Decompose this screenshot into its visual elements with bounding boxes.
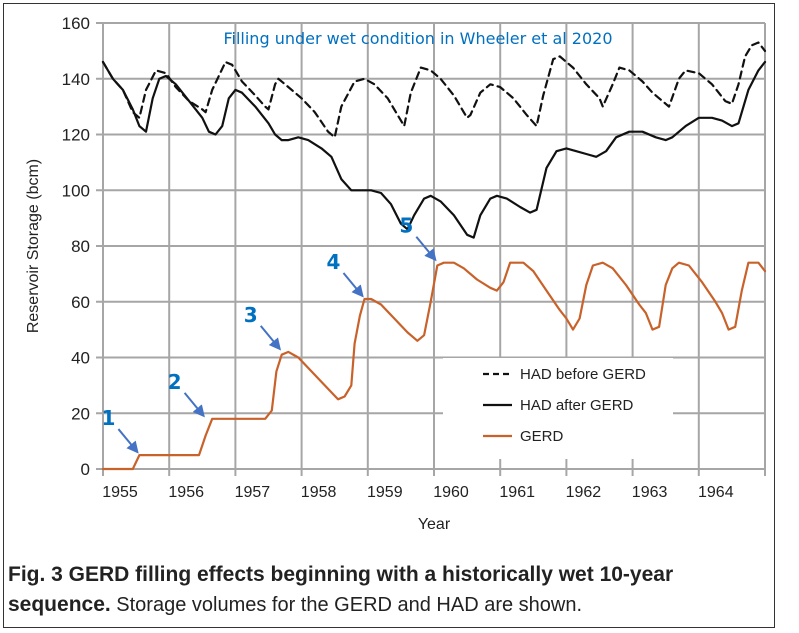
- annotation-arrow-5: [415, 236, 437, 262]
- y-tick-label: 160: [62, 14, 90, 33]
- annotation-label-1: 1: [101, 406, 115, 430]
- x-tick-label: 1955: [102, 484, 138, 501]
- annotation-label-4: 4: [327, 250, 341, 274]
- caption-bold-line1: Fig. 3 GERD filling effects beginning wi…: [8, 563, 674, 586]
- legend-label: HAD before GERD: [520, 366, 646, 383]
- legend-label: HAD after GERD: [520, 397, 634, 414]
- y-tick-label: 120: [62, 126, 90, 145]
- x-tick-label: 1958: [301, 484, 337, 501]
- annotation-arrow-3: [259, 325, 282, 351]
- annotation-arrow-4: [342, 272, 364, 298]
- y-tick-label: 20: [71, 404, 90, 423]
- x-tick-label: 1963: [632, 484, 668, 501]
- series-line-had-after-gerd: [101, 60, 767, 239]
- annotation-label-5: 5: [399, 214, 413, 238]
- y-tick-label: 100: [62, 181, 90, 200]
- x-tick-label: 1957: [235, 484, 271, 501]
- series-lines: [101, 41, 767, 471]
- chart-title: Filling under wet condition in Wheeler e…: [223, 29, 612, 48]
- y-tick-label: 60: [71, 293, 90, 312]
- y-axis-label: Reservoir Storage (bcm): [25, 159, 42, 333]
- y-tick-label: 140: [62, 70, 90, 89]
- x-axis-ticks: 1955 1956 1957 1958 1959 1960 1961 1962 1963 1964: [102, 484, 733, 501]
- x-tick-label: 1956: [168, 484, 204, 501]
- annotation-label-3: 3: [244, 303, 258, 327]
- annotation-label-2: 2: [168, 370, 182, 394]
- y-axis-ticks: 0 20 40 60 80 100 120 140 160: [62, 14, 90, 479]
- y-tick-label: 80: [71, 237, 90, 256]
- figure-caption: Fig. 3 GERD filling effects beginning wi…: [8, 560, 768, 620]
- series-line-gerd: [101, 261, 767, 471]
- x-tick-label: 1959: [367, 484, 403, 501]
- series-line-had-before-gerd: [101, 41, 767, 139]
- legend: HAD before GERD HAD after GERD GERD: [483, 366, 646, 445]
- x-tick-label: 1964: [698, 484, 734, 501]
- annotation-arrow-1: [117, 428, 139, 454]
- grid-lines: [96, 22, 766, 476]
- x-tick-label: 1960: [433, 484, 469, 501]
- caption-bold-line2: sequence.: [8, 593, 111, 616]
- y-tick-label: 40: [71, 349, 90, 368]
- legend-background: [443, 358, 673, 459]
- filling-stage-annotations: 1 2 3 4 5: [101, 214, 437, 454]
- x-tick-label: 1962: [566, 484, 602, 501]
- annotation-arrow-2: [183, 392, 205, 418]
- legend-label: GERD: [520, 428, 564, 445]
- y-tick-label: 0: [81, 460, 90, 479]
- x-axis-label: Year: [418, 516, 451, 533]
- x-tick-label: 1961: [499, 484, 535, 501]
- caption-text: Storage volumes for the GERD and HAD are…: [110, 594, 583, 616]
